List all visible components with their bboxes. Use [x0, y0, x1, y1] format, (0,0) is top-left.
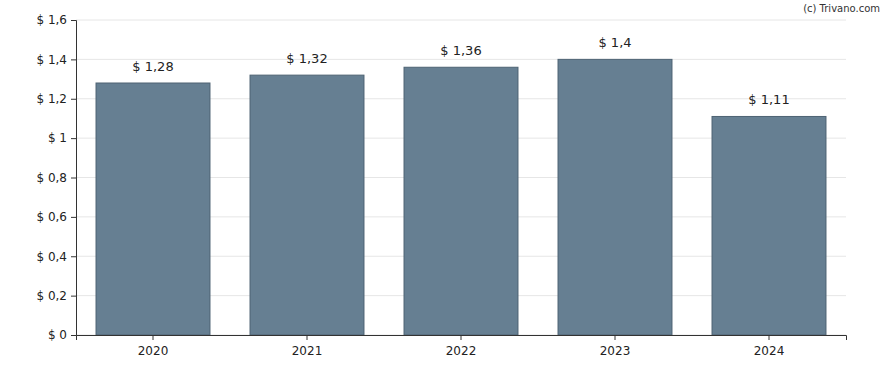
y-tick-mark: [71, 20, 76, 21]
y-tick-mark: [71, 138, 76, 139]
annotation: (c) Trivano.com: [803, 3, 880, 14]
data-label: $ 1,36: [440, 43, 481, 58]
plot: $ 0$ 0,2$ 0,4$ 0,6$ 0,8$ 1$ 1,2$ 1,4$ 1,…: [36, 13, 846, 357]
x-tick-mark: [615, 335, 616, 340]
data-label: $ 1,11: [748, 92, 789, 107]
grid: [76, 20, 846, 335]
bar: [712, 116, 826, 335]
y-tick: $ 1,6: [36, 13, 76, 27]
y-tick: $ 0,6: [36, 210, 76, 224]
y-tick: $ 0: [48, 328, 76, 342]
y-axis-line: [71, 21, 77, 336]
grid-line: [76, 59, 846, 60]
bar: [404, 67, 518, 335]
x-axis: 2020 2021 2022 2023 2024: [77, 335, 847, 358]
x-tick: 2021: [292, 335, 323, 358]
x-tick-label: 2022: [446, 344, 477, 358]
grid-line: [76, 20, 846, 21]
y-tick-mark: [71, 335, 76, 336]
y-tick-label: $ 1: [48, 131, 67, 145]
y-tick-label: $ 0: [48, 328, 67, 342]
x-tick: 2023: [600, 335, 631, 358]
data-label: $ 1,32: [286, 51, 327, 66]
x-tick-mark: [769, 335, 770, 340]
y-tick-mark: [71, 59, 76, 60]
y-tick-mark: [71, 217, 76, 218]
y-tick-mark: [71, 256, 76, 257]
y-tick-label: $ 0,2: [36, 289, 67, 303]
x-axis-line: [77, 336, 847, 341]
x-tick-mark: [461, 335, 462, 340]
x-tick-label: 2024: [754, 344, 785, 358]
y-tick-label: $ 1,6: [36, 13, 67, 27]
y-tick: $ 0,2: [36, 289, 76, 303]
y-tick-label: $ 0,6: [36, 210, 67, 224]
y-tick-label: $ 1,4: [36, 53, 67, 67]
bar: [558, 59, 672, 335]
x-tick-label: 2023: [600, 344, 631, 358]
y-tick-label: $ 1,2: [36, 92, 67, 106]
x-tick: 2024: [754, 335, 785, 358]
y-tick: $ 0,4: [36, 250, 76, 264]
x-tick-label: 2021: [292, 344, 323, 358]
y-tick: $ 1: [48, 131, 76, 145]
x-tick-label: 2020: [138, 344, 169, 358]
y-tick-mark: [71, 99, 76, 100]
bar: [96, 83, 210, 335]
y-tick-mark: [71, 296, 76, 297]
x-tick-mark: [153, 335, 154, 340]
x-tick-mark: [307, 335, 308, 340]
y-tick-label: $ 0,8: [36, 171, 67, 185]
chart: $ 0$ 0,2$ 0,4$ 0,6$ 0,8$ 1$ 1,2$ 1,4$ 1,…: [0, 0, 888, 370]
bars: [96, 59, 826, 335]
bar: [250, 75, 364, 335]
y-tick-label: $ 0,4: [36, 250, 67, 264]
x-tick: 2020: [138, 335, 169, 358]
y-tick: $ 0,8: [36, 171, 76, 185]
x-tick: 2022: [446, 335, 477, 358]
y-tick-mark: [71, 178, 76, 179]
data-labels: $ 1,28 $ 1,32 $ 1,36 $ 1,4 $ 1,11: [132, 35, 789, 107]
y-axis: $ 0 $ 0,2 $ 0,4 $ 0,6 $ 0,8 $ 1 $ 1,2 $ 1,4 $ 1,…: [36, 13, 76, 342]
data-label: $ 1,4: [598, 35, 631, 50]
data-label: $ 1,28: [132, 59, 173, 74]
y-tick: $ 1,2: [36, 92, 76, 106]
y-tick: $ 1,4: [36, 53, 76, 67]
